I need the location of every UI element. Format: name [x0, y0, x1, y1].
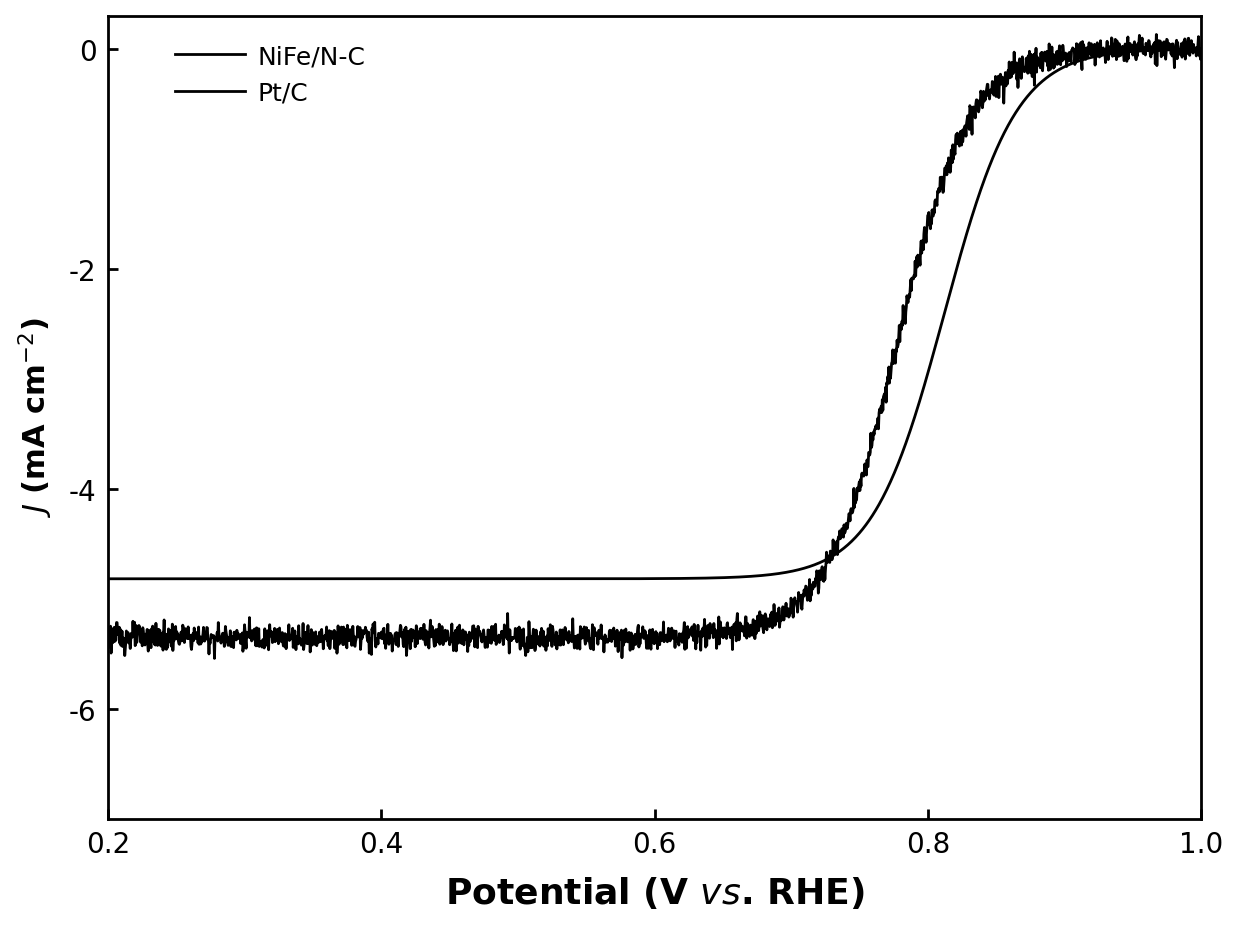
NiFe/N-C — [100, 574, 115, 585]
Pt/C — [962, 125, 977, 136]
NiFe/N-C — [1162, 45, 1177, 57]
Pt/C — [1194, 44, 1209, 56]
NiFe/N-C — [1194, 44, 1209, 56]
NiFe/N-C — [632, 574, 647, 585]
Pt/C — [207, 654, 222, 665]
Pt/C — [1163, 44, 1178, 55]
NiFe/N-C — [1162, 45, 1177, 57]
Pt/C — [1163, 44, 1178, 55]
Line: NiFe/N-C: NiFe/N-C — [108, 50, 1202, 579]
Y-axis label: $\it{J}$ (mA cm$^{-2}$): $\it{J}$ (mA cm$^{-2}$) — [16, 318, 55, 518]
NiFe/N-C — [961, 222, 976, 234]
Line: Pt/C: Pt/C — [108, 35, 1202, 659]
NiFe/N-C — [603, 574, 618, 585]
Legend: NiFe/N-C, Pt/C: NiFe/N-C, Pt/C — [175, 45, 366, 106]
Pt/C — [1149, 30, 1164, 41]
Pt/C — [632, 639, 647, 650]
Pt/C — [156, 628, 171, 639]
NiFe/N-C — [156, 574, 171, 585]
X-axis label: Potential (V $\it{vs}$. RHE): Potential (V $\it{vs}$. RHE) — [445, 874, 864, 910]
Pt/C — [100, 639, 115, 650]
Pt/C — [604, 629, 619, 640]
